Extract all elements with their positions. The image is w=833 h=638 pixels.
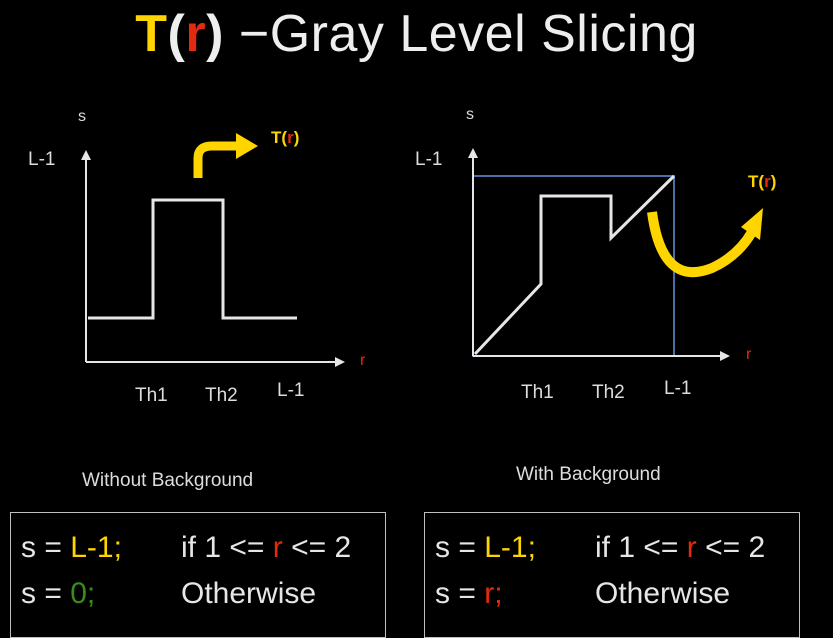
right-formula-row-1: s = L-1; if 1 <= r <= 2 [435, 525, 799, 571]
curved-arrow-icon [193, 141, 238, 178]
right-x-axis-label: r [746, 346, 752, 363]
right-formula-box: s = L-1; if 1 <= r <= 2 s = r; Otherwise [424, 512, 800, 638]
left-y-max-label: L-1 [28, 149, 56, 170]
curved-arrow-head [236, 133, 258, 159]
left-formula-row-2: s = 0; Otherwise [21, 571, 385, 617]
u-turn-arrow-icon [647, 211, 757, 278]
right-y-max-label: L-1 [415, 149, 443, 170]
right-caption: With Background [516, 464, 661, 485]
left-formula-box: s = L-1; if 1 <= r <= 2 s = 0; Otherwise [10, 512, 386, 638]
left-tick-th1: Th1 [135, 385, 168, 406]
left-condition-1: if 1 <= r <= 2 [181, 531, 352, 564]
right-condition-1: if 1 <= r <= 2 [595, 531, 766, 564]
right-tick-th2: Th2 [592, 382, 625, 403]
left-formula-row-1: s = L-1; if 1 <= r <= 2 [21, 525, 385, 571]
right-bounding-square [472, 175, 675, 357]
left-caption: Without Background [82, 470, 254, 491]
right-tick-lmax: L-1 [664, 378, 692, 399]
left-y-axis-label: s [78, 108, 86, 125]
left-x-axis-label: r [360, 352, 366, 369]
right-transform-curve [473, 174, 676, 356]
left-condition-2: Otherwise [181, 577, 317, 610]
right-tick-th1: Th1 [521, 382, 554, 403]
left-graph [81, 133, 345, 367]
left-transform-curve [88, 198, 297, 320]
right-transform-label: T(r) [748, 172, 777, 191]
right-condition-2: Otherwise [595, 577, 731, 610]
left-tick-th2: Th2 [205, 385, 238, 406]
u-turn-arrow-head [741, 208, 763, 240]
right-y-axis-label: s [466, 106, 474, 123]
left-tick-lmax: L-1 [277, 380, 305, 401]
page-title: T(r) −Gray Level Slicing [135, 5, 698, 63]
left-transform-label: T(r) [271, 128, 300, 147]
right-graph [468, 148, 763, 361]
right-formula-row-2: s = r; Otherwise [435, 571, 799, 617]
